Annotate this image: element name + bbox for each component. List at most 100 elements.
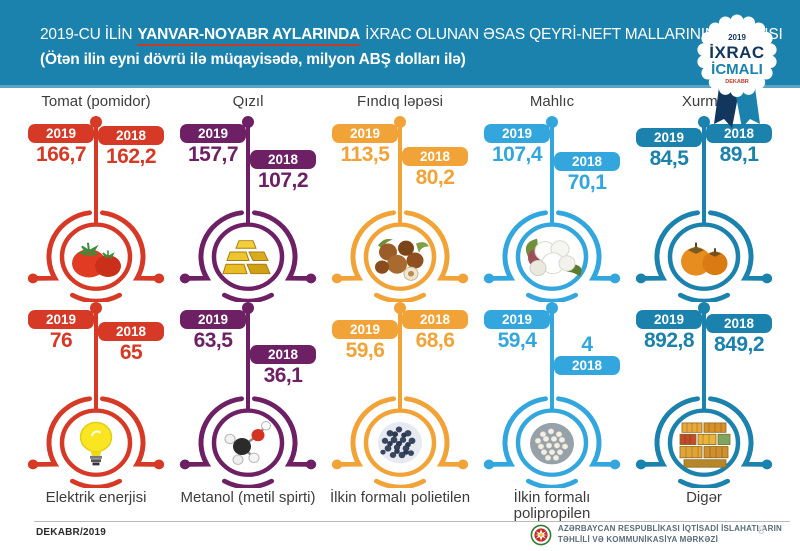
year-tag-2018: 2018: [98, 322, 164, 341]
connector-dot-right: [609, 459, 621, 470]
value-2019: 59,4: [497, 329, 537, 352]
product-item: 2019 892,8 2018 849,2 Digər: [630, 302, 778, 522]
product-name-label: Tomat (pomidor): [41, 93, 151, 110]
stem-line: [246, 122, 250, 202]
product-circle: [22, 388, 170, 490]
value-2019: 107,4: [491, 143, 543, 166]
product-ring: [331, 388, 469, 490]
product-circle: [22, 202, 170, 304]
stem-line: [550, 122, 554, 202]
product-ring: [179, 202, 317, 304]
page-title: 2019-CU İLİN YANVAR-NOYABR AYLARINDA İXRAC…: [40, 26, 800, 46]
gold-bars-icon: [222, 240, 271, 275]
badge-line2: İCMALI: [711, 61, 763, 78]
product-name-label: Fındıq ləpəsi: [357, 93, 443, 110]
comparison-plot: 2019 63,5 2018 36,1: [174, 302, 322, 388]
comparison-plot: 2019 59,6 2018 68,6: [326, 302, 474, 388]
stem-line: [246, 308, 250, 388]
product-ring: [179, 388, 317, 490]
product-item: 2019 63,5 2018 36,1 Metanol (metil spirti): [174, 302, 322, 522]
stem-line: [398, 122, 402, 202]
year-tag-2018: 2018: [98, 126, 164, 145]
connector-dot-right: [761, 273, 773, 284]
footer-org-block: AZƏRBAYCAN RESPUBLİKASI İQTİSADİ İSLAHAT…: [530, 524, 782, 546]
year-tag-2018: 2018: [250, 345, 316, 364]
azerbaijan-emblem-icon: [530, 524, 552, 546]
footer-org-line1: AZƏRBAYCAN RESPUBLİKASI İQTİSADİ İSLAHAT…: [557, 524, 782, 534]
white-pellets-icon: [530, 422, 574, 465]
year-tag-2019: 2019: [180, 124, 246, 143]
connector-dot-left: [179, 459, 191, 470]
footer-date: DEKABR/2019: [36, 527, 107, 538]
product-name-label: İlkin formalı polietilen: [329, 489, 471, 506]
value-2019: 157,7: [187, 143, 239, 166]
year-tag-2019: 2019: [332, 320, 398, 339]
value-2018: 70,1: [567, 171, 607, 194]
ixrac-icmali-seal-badge: 2019 İXRAC İCMALI DEKABR: [697, 14, 777, 128]
year-tag-2019: 2019: [28, 124, 94, 143]
stem-line: [94, 122, 98, 202]
hazelnut-icon: [375, 239, 429, 281]
comparison-plot: 2019 166,7 2018 162,2: [22, 116, 170, 202]
comparison-plot: 2019 84,5 2018 89,1: [630, 116, 778, 202]
product-circle: [630, 388, 778, 490]
product-item: Mahlıc 2019 107,4 2018 70,1: [478, 93, 626, 304]
title-highlight: YANVAR-NOYABR AYLARINDA: [137, 26, 360, 46]
title-suffix: İXRAC OLUNAN ƏSAS QEYRİ-NEFT MALLARININ …: [365, 26, 783, 43]
product-item: 2019 59,4 2018 4 İlkin formalı polipropilen: [478, 302, 626, 522]
year-tag-2019: 2019: [484, 124, 550, 143]
product-circle: [174, 202, 322, 304]
value-2019: 113,5: [340, 143, 390, 166]
product-name-label: Metanol (metil spirti): [180, 489, 316, 506]
stem-line: [702, 308, 706, 388]
title-prefix: 2019-CU İLİN: [40, 26, 133, 43]
product-ring: [27, 388, 165, 490]
comparison-plot: 2019 76 2018 65: [22, 302, 170, 388]
value-2018: 4: [581, 333, 593, 356]
year-tag-2019: 2019: [636, 310, 702, 329]
value-2019: 166,7: [35, 143, 87, 166]
product-name-label: Xurma: [681, 93, 727, 110]
connector-dot-left: [179, 273, 191, 284]
product-circle: [174, 388, 322, 490]
cotton-icon: [525, 238, 582, 277]
connector-dot-right: [609, 273, 621, 284]
year-tag-2018: 2018: [706, 124, 772, 143]
year-tag-2018: 2018: [402, 147, 468, 166]
badge-small: DEKABR: [725, 79, 749, 85]
seal-scallops-icon: [697, 14, 777, 97]
connector-dot-left: [331, 459, 343, 470]
badge-year: 2019: [728, 33, 746, 42]
product-ring: [483, 202, 621, 304]
value-2019: 59,6: [345, 339, 385, 362]
light-bulb-icon: [79, 421, 113, 466]
year-tag-2018: 2018: [706, 314, 772, 333]
connector-dot-right: [305, 459, 317, 470]
value-2018: 36,1: [263, 364, 303, 387]
value-2018: 107,2: [257, 169, 309, 192]
badge-line1: İXRAC: [709, 43, 764, 62]
product-name-label: Elektrik enerjisi: [45, 489, 147, 506]
products-row-bottom: 2019 76 2018 65 Elektrik enerjisi 2019 63,5 201…: [22, 302, 778, 522]
product-circle: [630, 202, 778, 304]
connector-dot-right: [305, 273, 317, 284]
molecule-icon: [224, 421, 271, 465]
comparison-plot: 2019 113,5 2018 80,2: [326, 116, 474, 202]
connector-dot-right: [761, 459, 773, 470]
value-2019: 63,5: [193, 329, 233, 352]
value-2018: 68,6: [415, 329, 455, 352]
comparison-plot: 2019 107,4 2018 70,1: [478, 116, 626, 202]
value-2018: 849,2: [713, 333, 765, 356]
connector-dot-right: [153, 273, 165, 284]
value-2019: 76: [49, 329, 73, 352]
footer-divider: [34, 521, 790, 522]
connector-dot-left: [635, 273, 647, 284]
value-2018: 65: [119, 341, 143, 364]
product-circle: [478, 202, 626, 304]
products-row-top: Tomat (pomidor) 2019 166,7 2018 162,2 Qızıl 20…: [22, 93, 778, 304]
containers-icon: [679, 422, 731, 468]
product-ring: [331, 202, 469, 304]
value-2018: 162,2: [105, 145, 157, 168]
stem-line: [702, 122, 706, 202]
comparison-plot: 2019 157,7 2018 107,2: [174, 116, 322, 202]
